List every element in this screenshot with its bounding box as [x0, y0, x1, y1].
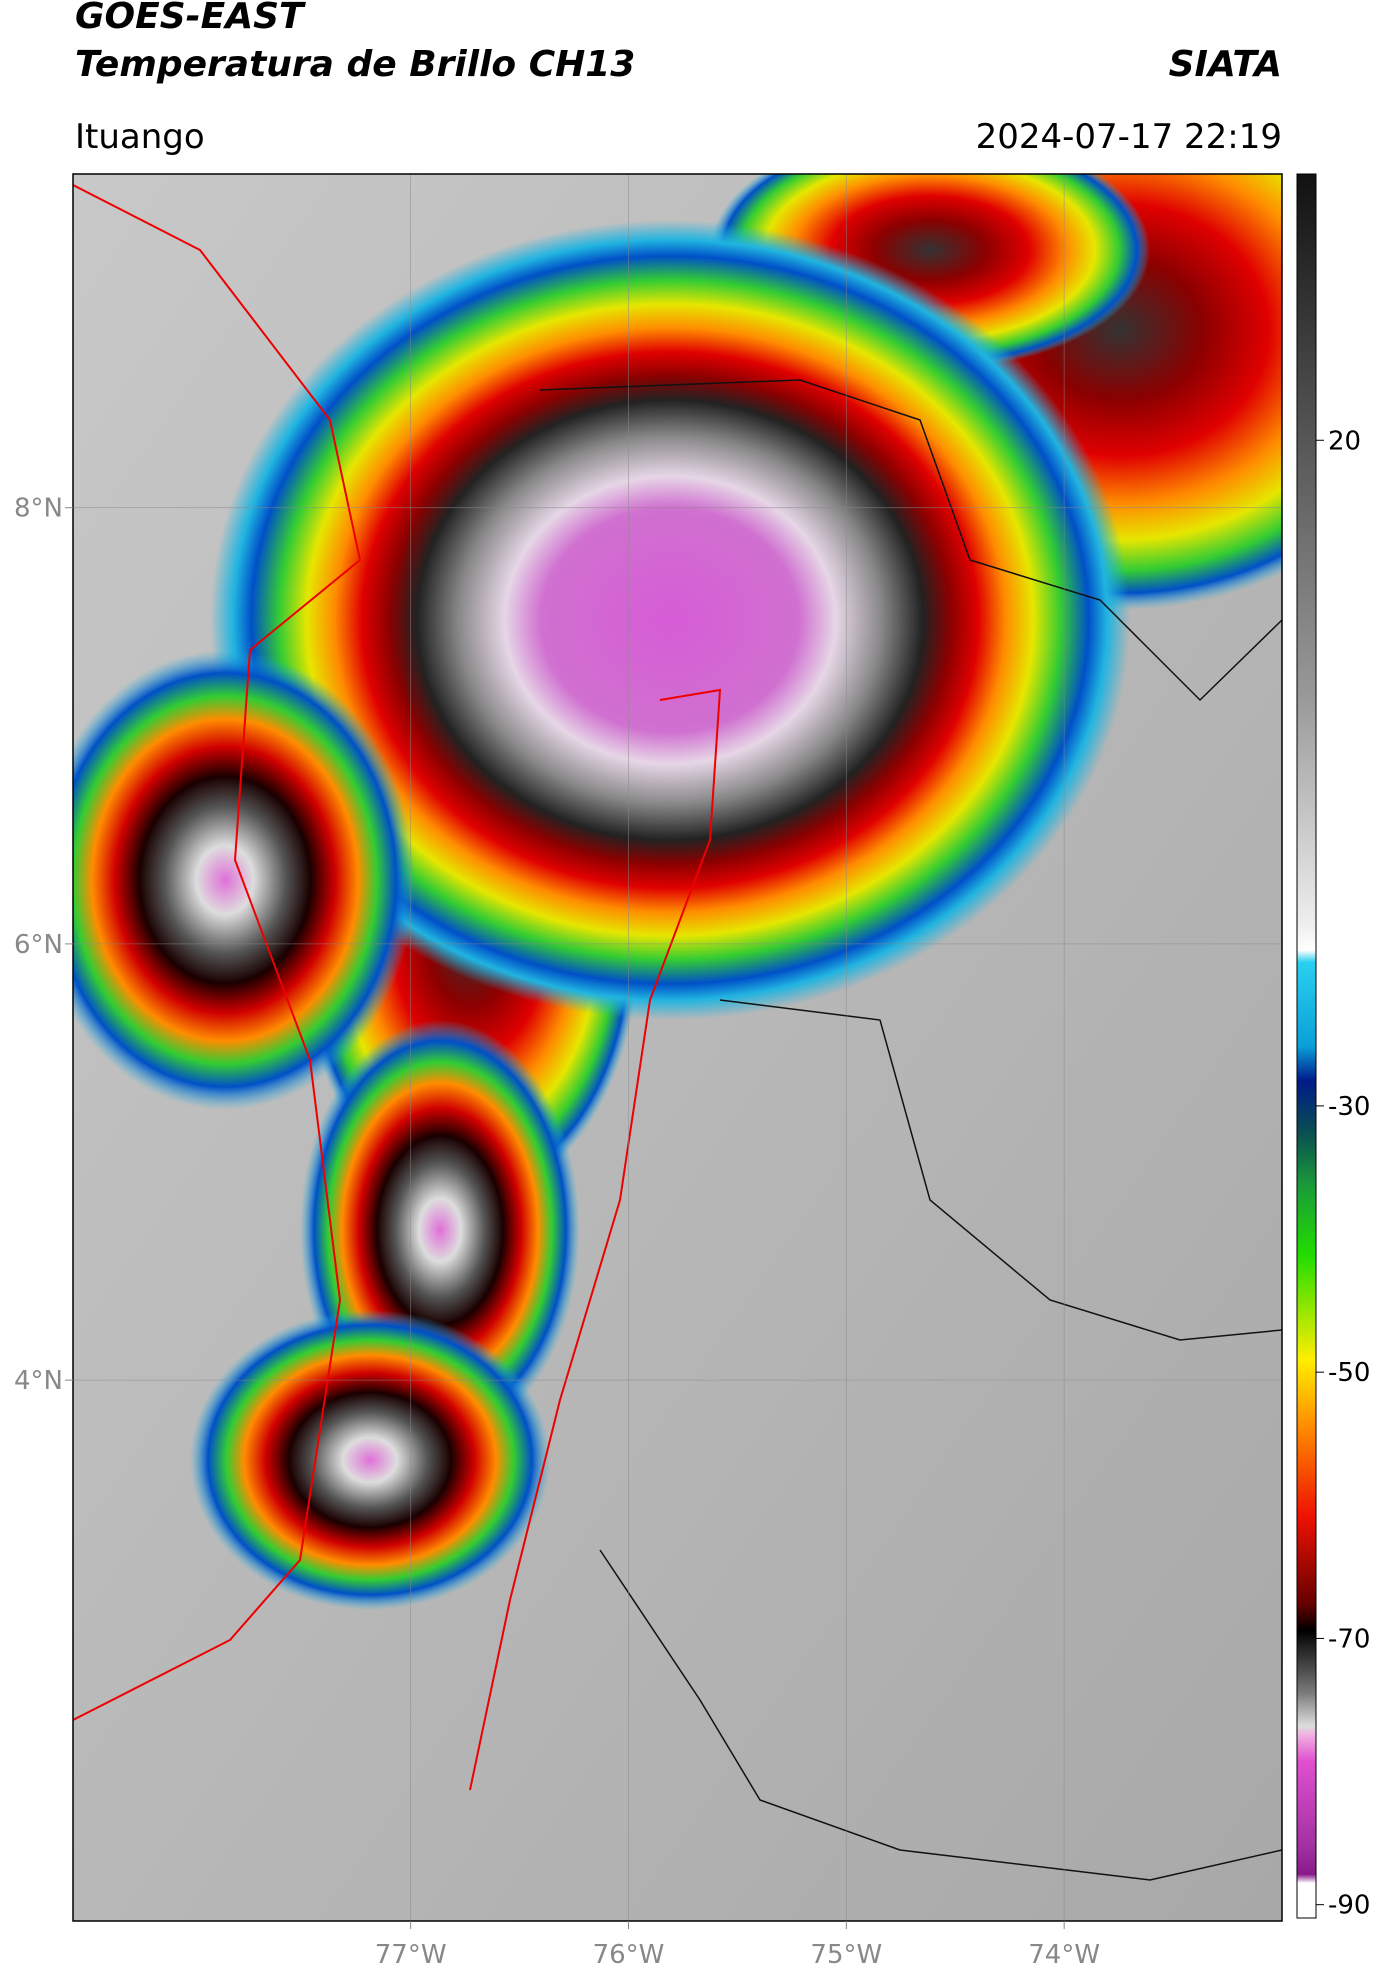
storm [210, 220, 1130, 1020]
title: GOES-EAST [75, 0, 306, 37]
location: Ituango [75, 117, 205, 157]
map-frame [72, 173, 1283, 1922]
x-tick-label: 75°W [810, 1940, 882, 1970]
x-tick-label: 77°W [375, 1940, 447, 1970]
colorbar-tick-label: -50 [1328, 1358, 1370, 1388]
colorbar-tick-label: -90 [1328, 1891, 1370, 1921]
colorbar [1296, 173, 1317, 1919]
satellite-image [73, 174, 1282, 1921]
datetime: 2024-07-17 22:19 [976, 117, 1282, 157]
x-tick-label: 74°W [1028, 1940, 1100, 1970]
y-tick-label: 6°N [14, 930, 63, 960]
x-tick-label: 76°W [593, 1940, 665, 1970]
colorbar-tick-label: -30 [1328, 1092, 1370, 1122]
agency: SIATA [1169, 44, 1282, 85]
storm [73, 650, 415, 1110]
y-tick-label: 4°N [14, 1366, 63, 1396]
subtitle: Temperatura de Brillo CH13 [75, 44, 635, 85]
colorbar-tick-label: -70 [1328, 1624, 1370, 1654]
border [599, 1549, 1282, 1881]
colorbar-tick-label: 20 [1328, 426, 1361, 456]
grid [73, 174, 1282, 1921]
border [539, 379, 1282, 702]
border [469, 688, 722, 1791]
y-tick-label: 8°N [14, 494, 63, 524]
border [719, 999, 1282, 1341]
storm [190, 1310, 550, 1610]
coastline [73, 184, 362, 1721]
